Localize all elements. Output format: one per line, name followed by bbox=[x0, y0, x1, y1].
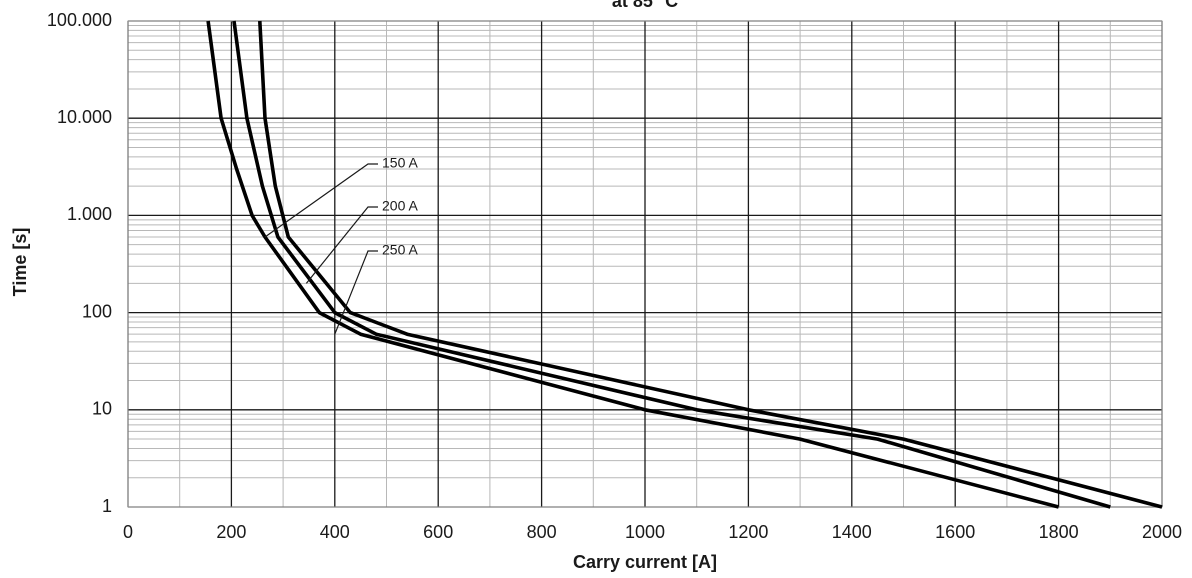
y-tick-label: 1 bbox=[102, 496, 112, 516]
annotation-leader bbox=[334, 250, 378, 335]
annotation-label: 150 A bbox=[382, 155, 418, 171]
y-tick-label: 10.000 bbox=[57, 107, 112, 127]
x-tick-label: 1000 bbox=[625, 522, 665, 542]
x-tick-label: 800 bbox=[527, 522, 557, 542]
x-tick-label: 1600 bbox=[935, 522, 975, 542]
series-layer bbox=[206, 20, 1163, 509]
x-tick-label: 1200 bbox=[728, 522, 768, 542]
y-tick-label: 100.000 bbox=[47, 10, 112, 30]
annotation-label: 200 A bbox=[382, 198, 418, 214]
x-tick-label: 2000 bbox=[1142, 522, 1182, 542]
annotation-layer: 150 A 200 A 250 A bbox=[264, 155, 418, 335]
y-tick-labels: 1 10 100 1.000 10.000 100.000 bbox=[47, 10, 112, 516]
y-tick-label: 10 bbox=[92, 399, 112, 419]
series-line-150-a bbox=[206, 20, 1060, 509]
x-tick-label: 400 bbox=[320, 522, 350, 542]
x-axis-title: Carry current [A] bbox=[573, 552, 717, 572]
y-axis-title: Time [s] bbox=[10, 228, 30, 297]
x-tick-label: 600 bbox=[423, 522, 453, 542]
x-tick-label: 200 bbox=[216, 522, 246, 542]
x-tick-label: 1800 bbox=[1039, 522, 1079, 542]
y-tick-label: 1.000 bbox=[67, 204, 112, 224]
series-line-250-a bbox=[258, 20, 1163, 509]
series-line-200-a bbox=[232, 20, 1111, 509]
plot-area-border bbox=[127, 20, 1163, 508]
annotation-leader bbox=[264, 163, 378, 238]
annotation-leader bbox=[305, 206, 378, 284]
chart-title: at 85 °C bbox=[612, 0, 678, 11]
x-tick-labels: 0 200 400 600 800 1000 1200 1400 1600 1800 2000 bbox=[123, 522, 1182, 542]
x-tick-label: 0 bbox=[123, 522, 133, 542]
x-tick-label: 1400 bbox=[832, 522, 872, 542]
y-tick-label: 100 bbox=[82, 301, 112, 321]
annotation-label: 250 A bbox=[382, 242, 418, 258]
